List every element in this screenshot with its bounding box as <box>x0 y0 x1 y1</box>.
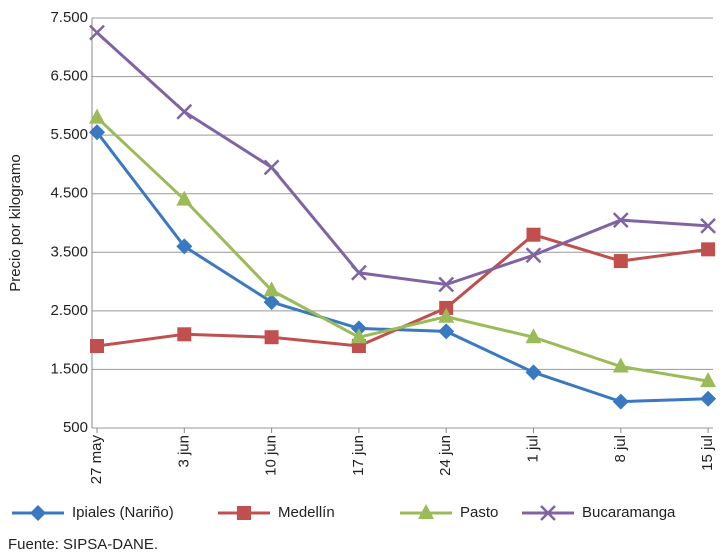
data-point <box>438 307 455 323</box>
data-point <box>613 254 628 269</box>
legend-marker <box>30 505 46 521</box>
data-point <box>525 247 542 264</box>
data-point <box>351 264 367 281</box>
y-tick-label: 7.500 <box>50 9 88 26</box>
legend-marker <box>418 504 434 519</box>
data-point <box>612 357 629 373</box>
data-point <box>701 242 716 257</box>
y-tick-label: 6.500 <box>50 68 88 85</box>
y-tick-label: 4.500 <box>50 185 88 202</box>
x-tick-label: 10 jun <box>263 435 280 476</box>
y-tick-label: 1.500 <box>50 360 88 377</box>
y-tick-label: 3.500 <box>50 243 88 260</box>
data-point <box>263 281 280 297</box>
data-point <box>89 124 105 141</box>
data-point <box>89 108 105 124</box>
legend-label: Medellín <box>278 504 335 521</box>
y-axis-label: Precio por kilogramo <box>7 154 24 292</box>
data-point <box>700 390 717 407</box>
series-line <box>95 116 709 383</box>
y-tick-label: 500 <box>63 419 88 436</box>
data-point <box>176 238 193 255</box>
x-tick-label: 1 jul <box>524 435 541 463</box>
y-tick-label: 2.500 <box>50 302 88 319</box>
legend-label: Ipiales (Nariño) <box>72 504 174 521</box>
x-tick-label: 8 jul <box>612 435 629 463</box>
x-tick-label: 27 may <box>88 435 105 485</box>
legend-marker <box>540 505 556 521</box>
data-point <box>176 190 193 206</box>
series-line <box>95 31 709 287</box>
data-point <box>89 24 105 41</box>
x-tick-label: 17 jun <box>350 435 367 476</box>
data-point <box>350 328 367 344</box>
data-point <box>264 330 279 345</box>
x-tick-label: 24 jun <box>437 435 454 476</box>
legend-label: Pasto <box>460 504 498 521</box>
series-line <box>95 131 709 404</box>
data-point <box>612 212 629 228</box>
source-note: Fuente: SIPSA-DANE. <box>8 536 158 553</box>
data-point <box>612 393 629 410</box>
x-tick-label: 3 jun <box>175 435 192 468</box>
data-point <box>263 159 280 176</box>
data-point <box>177 327 192 342</box>
data-point <box>525 364 542 381</box>
data-point <box>700 218 716 234</box>
legend-label: Bucaramanga <box>582 504 676 521</box>
data-point <box>525 328 542 344</box>
y-tick-label: 5.500 <box>50 126 88 143</box>
data-point <box>263 294 280 311</box>
data-point <box>700 372 717 388</box>
legend-marker <box>237 506 251 520</box>
data-point <box>90 339 104 353</box>
data-point <box>438 276 455 293</box>
data-point <box>176 103 193 120</box>
x-tick-label: 15 jul <box>699 435 716 471</box>
data-point <box>438 323 455 340</box>
data-point <box>526 227 541 242</box>
